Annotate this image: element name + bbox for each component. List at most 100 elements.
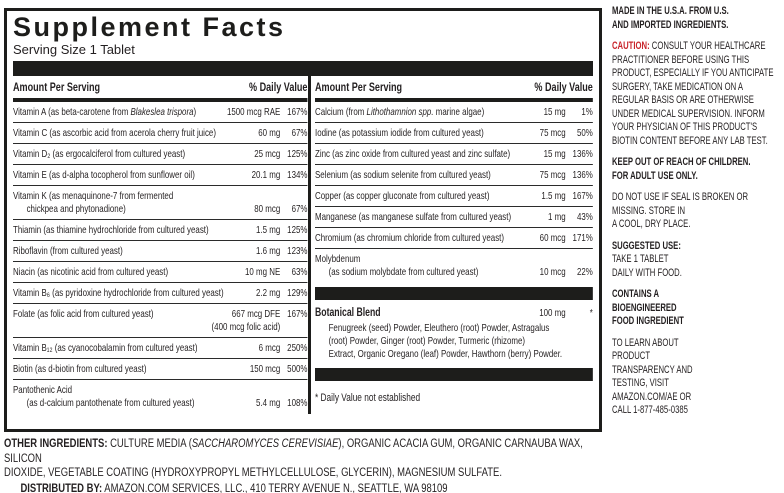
nutrient-amount: 60 mcg xyxy=(539,232,566,244)
nutrient-dv: 134% xyxy=(287,169,308,181)
nutrient-dv: 43% xyxy=(576,211,593,223)
nutrient-name-line2: chickpea and phytonadione) xyxy=(26,203,126,215)
nutrient-dv: 1% xyxy=(581,106,593,118)
nutrient-row: Biotin (as d-biotin from cultured yeast)… xyxy=(13,358,308,379)
nutrient-name: Iodine (as potassium iodide from culture… xyxy=(315,127,540,140)
nutrient-amount: 20.1 mg xyxy=(251,169,281,181)
caution-text: CONSULT YOUR HEALTHCARE PRACTITIONER BEF… xyxy=(612,40,774,147)
nutrient-name: Molybdenum (as sodium molybdate from cult… xyxy=(315,253,540,279)
nutrient-name: Thiamin (as thiamine hydrochloride from … xyxy=(13,224,256,237)
nutrient-name: Calcium (from Lithothamnion spp. marine … xyxy=(315,106,544,119)
nutrient-name-line2: (as sodium molybdate from cultured yeast… xyxy=(328,266,479,278)
nutrient-dv: 123% xyxy=(287,245,308,257)
other-ingredients-italic: SACCHAROMYCES CEREVISIAE xyxy=(191,438,339,450)
nutrient-dv: 167% xyxy=(572,190,593,202)
made-in-text: MADE IN THE U.S.A. FROM U.S. AND IMPORTE… xyxy=(612,5,729,31)
nutrient-row: Calcium (from Lithothamnion spp. marine … xyxy=(315,102,593,122)
nutrient-dv: 171% xyxy=(572,232,593,244)
botanical-blend-dv: * xyxy=(589,307,593,319)
nutrient-name: Vitamin K (as menaquinone-7 from ferment… xyxy=(13,190,254,216)
nutrient-amount: 1 mg xyxy=(548,211,566,223)
nutrient-name-text: Manganese (as manganese sulfate from cul… xyxy=(315,211,512,223)
nutrient-name-text: Vitamin E (as d-alpha tocopherol from su… xyxy=(13,169,195,181)
nutrient-amount: 6 mcg xyxy=(258,342,281,354)
nutrient-row: Folate (as folic acid from cultured yeas… xyxy=(13,303,308,337)
nutrient-row: Vitamin D₂ (as ergocalciferol from cultu… xyxy=(13,143,308,164)
nutrient-name-text: Biotin (as d-biotin from cultured yeast) xyxy=(13,363,147,375)
nutrient-dv: 22% xyxy=(576,266,593,278)
nutrient-name-line1: Pantothenic Acid xyxy=(13,384,73,396)
nutrient-dv: 63% xyxy=(291,266,308,278)
learn-more-text: TO LEARN ABOUT PRODUCT TRANSPARENCY AND … xyxy=(612,336,693,417)
nutrient-name-text: Iodine (as potassium iodide from culture… xyxy=(315,127,484,139)
nutrient-row: Molybdenum (as sodium molybdate from cult… xyxy=(315,248,593,282)
botanical-blend-name: Botanical Blend xyxy=(315,307,381,319)
nutrient-rows-right: Calcium (from Lithothamnion spp. marine … xyxy=(315,102,593,282)
section-divider-bar xyxy=(315,368,593,381)
nutrient-name: Folate (as folic acid from cultured yeas… xyxy=(13,308,212,321)
nutrient-row: Copper (as copper gluconate from culture… xyxy=(315,185,593,206)
nutrient-name-text: Selenium (as sodium selenite from cultur… xyxy=(315,169,491,181)
nutrient-row: Pantothenic Acid (as d-calcium pantothena… xyxy=(13,379,308,413)
nutrient-row: Chromium (as chromium chloride from cult… xyxy=(315,227,593,248)
nutrient-amount: 80 mcg xyxy=(254,203,281,215)
nutrient-name-text: Copper (as copper gluconate from culture… xyxy=(315,190,490,202)
nutrient-dv: 250% xyxy=(287,342,308,354)
nutrient-name-suffix: marine algae) xyxy=(433,106,485,118)
nutrient-row: Niacin (as nicotinic acid from cultured … xyxy=(13,261,308,282)
nutrient-amount: 15 mg xyxy=(543,106,566,118)
side-info-column: MADE IN THE U.S.A. FROM U.S. AND IMPORTE… xyxy=(612,5,784,426)
nutrient-amount: 667 mcg DFE (400 mcg folic acid) xyxy=(212,308,281,334)
nutrient-amount: 1.6 mg xyxy=(256,245,281,257)
nutrient-row: Manganese (as manganese sulfate from cul… xyxy=(315,206,593,227)
bottom-block: OTHER INGREDIENTS: CULTURE MEDIA (SACCHA… xyxy=(4,437,604,493)
other-ingredients-pre: CULTURE MEDIA ( xyxy=(107,438,192,450)
distributed-by-label: DISTRIBUTED BY: xyxy=(20,482,103,493)
daily-value-footnote: * Daily Value not established xyxy=(315,392,421,404)
nutrient-name-text: Vitamin C (as ascorbic acid from acerola… xyxy=(13,127,216,139)
nutrient-amount-line1: 667 mcg DFE xyxy=(231,308,281,320)
nutrient-name: Riboflavin (from cultured yeast) xyxy=(13,245,256,258)
section-divider-bar xyxy=(315,287,593,300)
nutrient-name-italic: Lithothamnion spp. xyxy=(366,106,434,118)
nutrient-column-right: Amount Per Serving % Daily Value Calcium… xyxy=(308,76,593,414)
nutrient-name-text: Vitamin A (as beta-carotene from xyxy=(13,106,131,118)
nutrient-name-text: Riboflavin (from cultured yeast) xyxy=(13,245,123,257)
nutrient-amount: 1500 mcg RAE xyxy=(226,106,281,118)
nutrient-row: Vitamin B₁₂ (as cyanocobalamin from cult… xyxy=(13,337,308,358)
column-header: Amount Per Serving % Daily Value xyxy=(315,76,593,98)
nutrient-name: Vitamin E (as d-alpha tocopherol from su… xyxy=(13,169,252,182)
nutrient-name: Vitamin B₁₂ (as cyanocobalamin from cult… xyxy=(13,342,259,355)
column-header-dv: % Daily Value xyxy=(249,80,308,94)
nutrient-dv: 500% xyxy=(287,363,308,375)
nutrient-name-text: Chromium (as chromium chloride from cult… xyxy=(315,232,504,244)
nutrient-name-text: Vitamin D₂ (as ergocalciferol from cultu… xyxy=(13,148,186,160)
nutrient-amount: 75 mcg xyxy=(539,169,566,181)
suggested-use-body: TAKE 1 TABLET DAILY WITH FOOD. xyxy=(612,253,682,279)
nutrient-dv: 125% xyxy=(287,224,308,236)
nutrient-dv: 129% xyxy=(287,287,308,299)
nutrient-name: Selenium (as sodium selenite from cultur… xyxy=(315,169,540,182)
nutrient-name-text: Zinc (as zinc oxide from cultured yeast … xyxy=(315,148,511,160)
do-not-use-text: DO NOT USE IF SEAL IS BROKEN OR MISSING.… xyxy=(612,191,749,230)
nutrient-name: Chromium (as chromium chloride from cult… xyxy=(315,232,540,245)
nutrient-name: Vitamin A (as beta-carotene from Blakesl… xyxy=(13,106,227,119)
botanical-blend-description: Fenugreek (seed) Powder, Eleuthero (root… xyxy=(328,322,563,360)
distributed-by-text: AMAZON.COM SERVICES, LLC., 410 TERRY AVE… xyxy=(102,482,448,493)
nutrient-row: Selenium (as sodium selenite from cultur… xyxy=(315,164,593,185)
other-ingredients-line: OTHER INGREDIENTS: CULTURE MEDIA (SACCHA… xyxy=(4,437,604,481)
nutrient-row: Vitamin E (as d-alpha tocopherol from su… xyxy=(13,164,308,185)
nutrient-name-suffix: ) xyxy=(193,106,197,118)
nutrient-dv: 167% xyxy=(287,106,308,118)
nutrient-amount: 10 mcg xyxy=(539,266,566,278)
nutrient-amount: 1.5 mg xyxy=(256,224,281,236)
caution-paragraph: CAUTION: CONSULT YOUR HEALTHCARE PRACTIT… xyxy=(612,40,782,148)
nutrient-name: Pantothenic Acid (as d-calcium pantothena… xyxy=(13,384,256,410)
nutrient-name: Copper (as copper gluconate from culture… xyxy=(315,190,541,203)
nutrient-row: Riboflavin (from cultured yeast) 1.6 mg 12… xyxy=(13,240,308,261)
nutrient-amount: 25 mcg xyxy=(254,148,281,160)
column-header-dv: % Daily Value xyxy=(534,80,593,94)
nutrient-name-text: Vitamin B₁₂ (as cyanocobalamin from cult… xyxy=(13,342,198,354)
heavy-rule xyxy=(315,98,593,102)
